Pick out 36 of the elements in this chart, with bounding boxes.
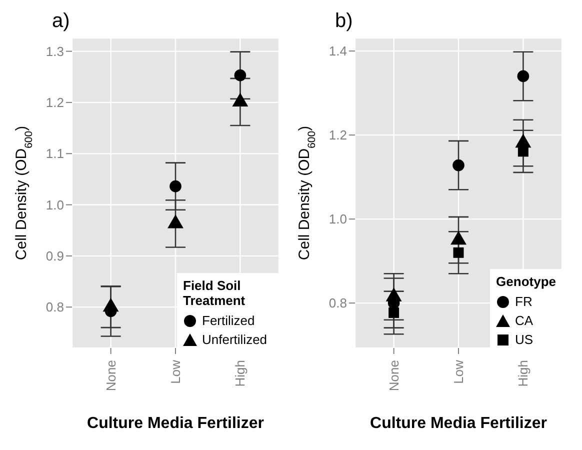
y-tick-label: 1.1 (46, 146, 64, 162)
legend-label: FR (514, 293, 534, 311)
y-tick-label: 1.2 (328, 128, 347, 143)
y-tick-label: 1.2 (46, 95, 64, 110)
x-axis-title: Culture Media Fertilizer (370, 415, 547, 432)
point (168, 214, 184, 228)
y-tick-label: 0.9 (46, 248, 64, 264)
x-tick-label: High (232, 360, 248, 387)
point (388, 307, 400, 318)
point (234, 69, 246, 82)
y-tick-label: 1.3 (46, 44, 64, 59)
legend-label: Fertilized (201, 312, 256, 330)
x-tick-label: None (103, 360, 118, 392)
point (518, 146, 528, 157)
point (453, 247, 464, 258)
point (517, 70, 530, 82)
x-tick-label: Low (168, 359, 183, 384)
y-tick-label: 0.8 (46, 300, 64, 315)
x-tick-label: None (386, 360, 402, 392)
legend-label: CA (514, 312, 534, 330)
y-tick-label: 0.8 (328, 296, 347, 311)
point (452, 159, 464, 172)
legend-label: Unfertilized (201, 331, 268, 349)
x-tick-label: Low (451, 359, 466, 384)
legend-label: US (514, 331, 534, 349)
legend-title: Field Soil Treatment (183, 278, 246, 308)
y-tick-label: 1.0 (328, 212, 347, 227)
y-tick-label: 1.0 (46, 197, 64, 212)
point (102, 298, 119, 312)
x-tick-label: High (516, 360, 531, 387)
x-axis-title: Culture Media Fertilizer (87, 415, 264, 432)
legend-title: Genotype (496, 274, 556, 289)
chart-title: b) (335, 10, 353, 33)
point (170, 180, 182, 192)
y-tick-label: 1.4 (328, 44, 347, 59)
chart-title: a) (52, 10, 70, 33)
